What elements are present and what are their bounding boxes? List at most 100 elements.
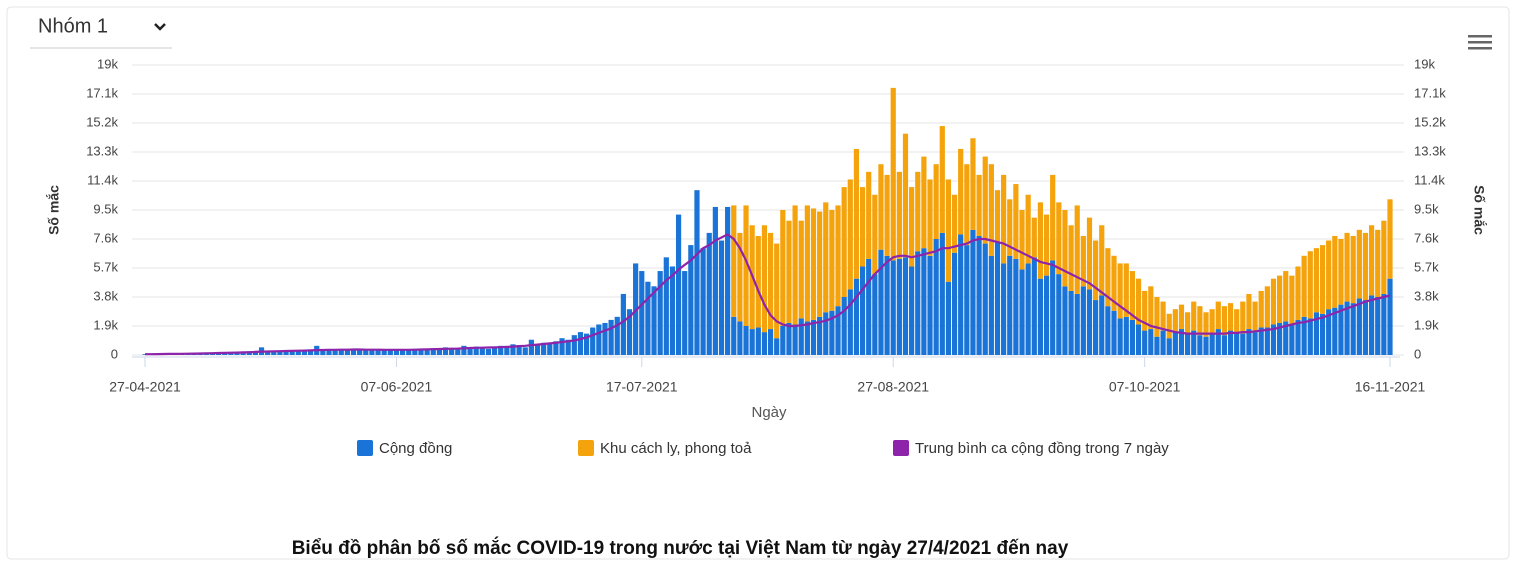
bar bbox=[626, 309, 633, 355]
bar bbox=[951, 194, 958, 253]
x-tick-label: 16-11-2021 bbox=[1355, 379, 1426, 395]
y-tick-label: 17.1k bbox=[86, 85, 118, 100]
bar bbox=[1301, 316, 1307, 355]
bar bbox=[1319, 245, 1326, 314]
bar bbox=[1338, 239, 1344, 305]
bar bbox=[473, 346, 479, 355]
y-tick-label: 9.5k bbox=[93, 201, 118, 216]
bar bbox=[896, 258, 902, 355]
y-tick-label: 0 bbox=[111, 346, 118, 361]
bar bbox=[387, 350, 393, 355]
bar bbox=[945, 179, 952, 282]
bar bbox=[541, 342, 547, 355]
bar bbox=[1080, 235, 1086, 287]
bar bbox=[749, 329, 755, 355]
legend-swatch bbox=[578, 440, 594, 456]
bar bbox=[755, 235, 761, 328]
bar bbox=[933, 164, 939, 239]
bar bbox=[436, 348, 442, 355]
bar bbox=[810, 208, 817, 320]
bar bbox=[1252, 332, 1258, 355]
menu-button[interactable] bbox=[1468, 35, 1492, 50]
bar bbox=[1185, 312, 1191, 334]
bar bbox=[424, 349, 430, 355]
bar bbox=[1001, 263, 1007, 355]
bar bbox=[1332, 235, 1338, 308]
bar bbox=[1129, 319, 1136, 355]
bar bbox=[1025, 194, 1031, 264]
bar bbox=[927, 179, 933, 256]
bar bbox=[1344, 301, 1350, 355]
bar bbox=[369, 349, 375, 355]
bar bbox=[1007, 255, 1013, 355]
bar bbox=[988, 164, 994, 256]
bar bbox=[1160, 301, 1166, 331]
bar bbox=[817, 211, 823, 317]
bar bbox=[565, 339, 571, 355]
bar bbox=[412, 348, 418, 355]
bar bbox=[823, 312, 829, 355]
bar bbox=[958, 234, 964, 355]
y-tick-label: 5.7k bbox=[93, 259, 118, 274]
bar bbox=[1160, 330, 1166, 355]
bar bbox=[915, 171, 921, 252]
bar bbox=[651, 286, 657, 355]
bar bbox=[958, 148, 964, 235]
menu-bar[interactable] bbox=[1468, 41, 1492, 44]
bar bbox=[786, 322, 792, 355]
bar bbox=[1050, 174, 1056, 261]
bar bbox=[1068, 225, 1074, 291]
bar bbox=[1025, 263, 1031, 355]
bar bbox=[866, 171, 872, 259]
bar bbox=[700, 248, 706, 355]
bar bbox=[810, 319, 817, 355]
bar bbox=[718, 240, 725, 355]
bar bbox=[479, 347, 485, 355]
bar bbox=[1191, 301, 1197, 331]
bar bbox=[1307, 318, 1313, 355]
bar bbox=[1203, 312, 1209, 337]
bar bbox=[994, 190, 1001, 243]
bar bbox=[1203, 336, 1209, 355]
menu-bar[interactable] bbox=[1468, 47, 1492, 50]
bar bbox=[283, 351, 289, 355]
bar bbox=[1080, 286, 1086, 355]
bar bbox=[859, 187, 866, 267]
bar bbox=[1301, 255, 1307, 317]
bar bbox=[731, 316, 737, 355]
bar bbox=[1037, 278, 1044, 355]
bar bbox=[1019, 210, 1025, 270]
y2-tick-label: 11.4k bbox=[1414, 172, 1445, 187]
bar bbox=[780, 210, 786, 326]
bar bbox=[571, 335, 577, 355]
bar bbox=[449, 349, 455, 355]
bar bbox=[1221, 306, 1228, 336]
bar bbox=[1068, 290, 1074, 355]
bar bbox=[859, 266, 866, 355]
x-tick-label: 27-08-2021 bbox=[857, 379, 929, 395]
bar bbox=[1264, 286, 1270, 328]
bar bbox=[804, 205, 810, 322]
dropdown-label[interactable]: Nhóm 1 bbox=[38, 15, 108, 37]
bar bbox=[1031, 217, 1037, 258]
bar bbox=[1093, 300, 1099, 355]
bar bbox=[835, 205, 841, 307]
bar bbox=[933, 239, 939, 355]
dropdown[interactable]: Nhóm 1 bbox=[30, 15, 172, 49]
bar bbox=[675, 214, 682, 355]
bar bbox=[964, 164, 970, 246]
bar bbox=[534, 344, 541, 355]
bar bbox=[939, 232, 945, 355]
bar bbox=[1356, 229, 1362, 299]
bar bbox=[1086, 289, 1093, 355]
bar bbox=[222, 353, 228, 355]
bar bbox=[1375, 297, 1381, 355]
bar bbox=[1111, 310, 1117, 355]
dropdown-chevron[interactable] bbox=[154, 23, 166, 31]
y-axis-title: Số mắc bbox=[45, 185, 62, 235]
y-tick-label: 11.4k bbox=[87, 172, 118, 187]
bar bbox=[1123, 263, 1129, 317]
menu-bar[interactable] bbox=[1468, 35, 1492, 38]
bar bbox=[853, 278, 860, 355]
bar bbox=[645, 281, 651, 355]
